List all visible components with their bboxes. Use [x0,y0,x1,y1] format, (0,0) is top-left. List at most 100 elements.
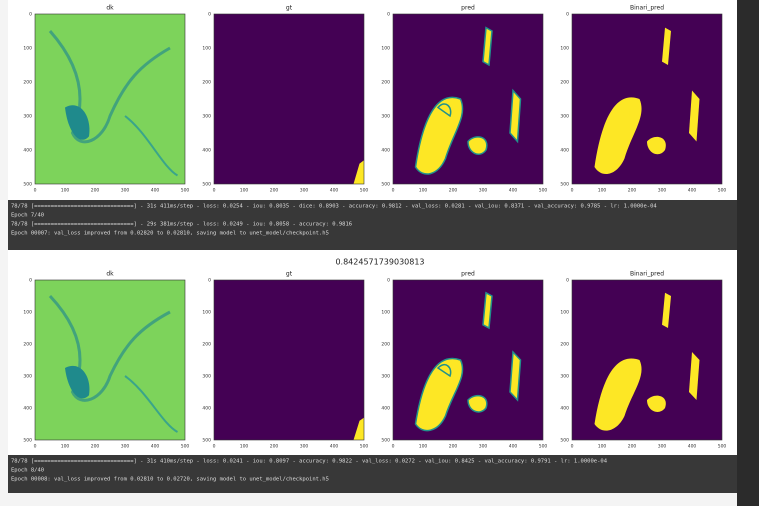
x-tick-label: 400 [509,444,518,450]
y-tick-label: 500 [23,182,32,188]
y-tick-label: 400 [202,406,211,412]
y-tick-label: 100 [381,46,390,52]
y-tick-label: 0 [387,12,390,18]
x-tick-label: 200 [628,188,637,194]
x-tick-label: 0 [571,188,574,194]
x-tick-label: 300 [121,444,130,450]
image-feature [468,396,487,412]
y-tick-label: 500 [23,438,32,444]
y-tick-label: 200 [381,342,390,348]
y-tick-label: 200 [202,80,211,86]
y-tick-label: 500 [202,182,211,188]
x-tick-label: 100 [598,188,607,194]
y-tick-label: 200 [560,80,569,86]
x-tick-label: 400 [509,188,518,194]
log-line: Epoch 7/40 [11,213,44,219]
x-tick-label: 0 [34,188,37,194]
x-tick-label: 100 [61,188,70,194]
y-tick-label: 200 [560,342,569,348]
y-tick-label: 200 [23,342,32,348]
x-tick-label: 300 [300,188,309,194]
y-tick-label: 500 [560,438,569,444]
x-tick-label: 500 [181,188,190,194]
y-tick-label: 100 [23,310,32,316]
x-tick-label: 400 [330,444,339,450]
x-tick-label: 300 [658,444,667,450]
y-tick-label: 0 [29,278,32,284]
x-tick-label: 100 [598,444,607,450]
x-tick-label: 300 [479,188,488,194]
panel-title: gt [286,5,293,12]
x-tick-label: 100 [419,188,428,194]
image-feature [468,137,487,154]
y-tick-label: 200 [202,342,211,348]
x-tick-label: 400 [151,188,160,194]
panel-title: dk [106,5,114,12]
page: dk01002003004005000100200300400500gt0100… [0,0,759,506]
y-tick-label: 400 [560,406,569,412]
y-tick-label: 400 [381,406,390,412]
x-tick-label: 0 [34,444,37,450]
x-tick-label: 300 [121,188,130,194]
x-tick-label: 0 [213,444,216,450]
x-tick-label: 500 [718,444,727,450]
x-tick-label: 300 [479,444,488,450]
log-line: Epoch 8/40 [11,468,44,474]
figure-title: 0.8424571739030813 [335,258,424,267]
y-tick-label: 500 [381,438,390,444]
panel-title: gt [286,271,293,278]
x-tick-label: 300 [300,444,309,450]
x-tick-label: 500 [181,444,190,450]
y-tick-label: 0 [208,12,211,18]
x-tick-label: 200 [91,444,100,450]
y-tick-label: 400 [381,148,390,154]
x-tick-label: 200 [628,444,637,450]
y-tick-label: 0 [29,12,32,18]
panel-title: pred [461,271,475,278]
x-tick-label: 100 [61,444,70,450]
y-tick-label: 100 [560,310,569,316]
y-tick-label: 300 [23,374,32,380]
y-tick-label: 200 [381,80,390,86]
panel-title: pred [461,5,475,12]
x-tick-label: 400 [151,444,160,450]
y-tick-label: 400 [560,148,569,154]
x-tick-label: 100 [240,188,249,194]
log-line: 78/78 [==============================] -… [11,222,352,228]
log-line: Epoch 00008: val_loss improved from 0.02… [11,477,329,483]
panel-title: Binari_pred [630,5,664,12]
notebook-screenshot: dk01002003004005000100200300400500gt0100… [0,0,759,506]
x-tick-label: 200 [449,188,458,194]
y-tick-label: 300 [202,374,211,380]
y-tick-label: 0 [387,278,390,284]
y-tick-label: 300 [202,114,211,120]
log-line: 78/78 [==============================] -… [11,204,657,210]
y-tick-label: 0 [566,12,569,18]
x-tick-label: 500 [539,188,548,194]
x-tick-label: 100 [240,444,249,450]
x-tick-label: 0 [392,188,395,194]
y-tick-label: 300 [381,114,390,120]
y-tick-label: 300 [560,114,569,120]
x-tick-label: 100 [419,444,428,450]
x-tick-label: 200 [91,188,100,194]
image [214,14,364,184]
y-tick-label: 300 [560,374,569,380]
x-tick-label: 300 [658,188,667,194]
x-tick-label: 0 [571,444,574,450]
x-tick-label: 500 [360,188,369,194]
y-tick-label: 100 [23,46,32,52]
panel-title: dk [106,271,114,278]
log-line: 78/78 [==============================] -… [11,459,608,465]
panel-title: Binari_pred [630,271,664,278]
y-tick-label: 0 [208,278,211,284]
y-tick-label: 100 [560,46,569,52]
y-tick-label: 100 [202,310,211,316]
x-tick-label: 400 [330,188,339,194]
x-tick-label: 400 [688,444,697,450]
y-tick-label: 400 [23,406,32,412]
x-tick-label: 0 [392,444,395,450]
x-tick-label: 200 [449,444,458,450]
y-tick-label: 100 [202,46,211,52]
y-tick-label: 400 [23,148,32,154]
